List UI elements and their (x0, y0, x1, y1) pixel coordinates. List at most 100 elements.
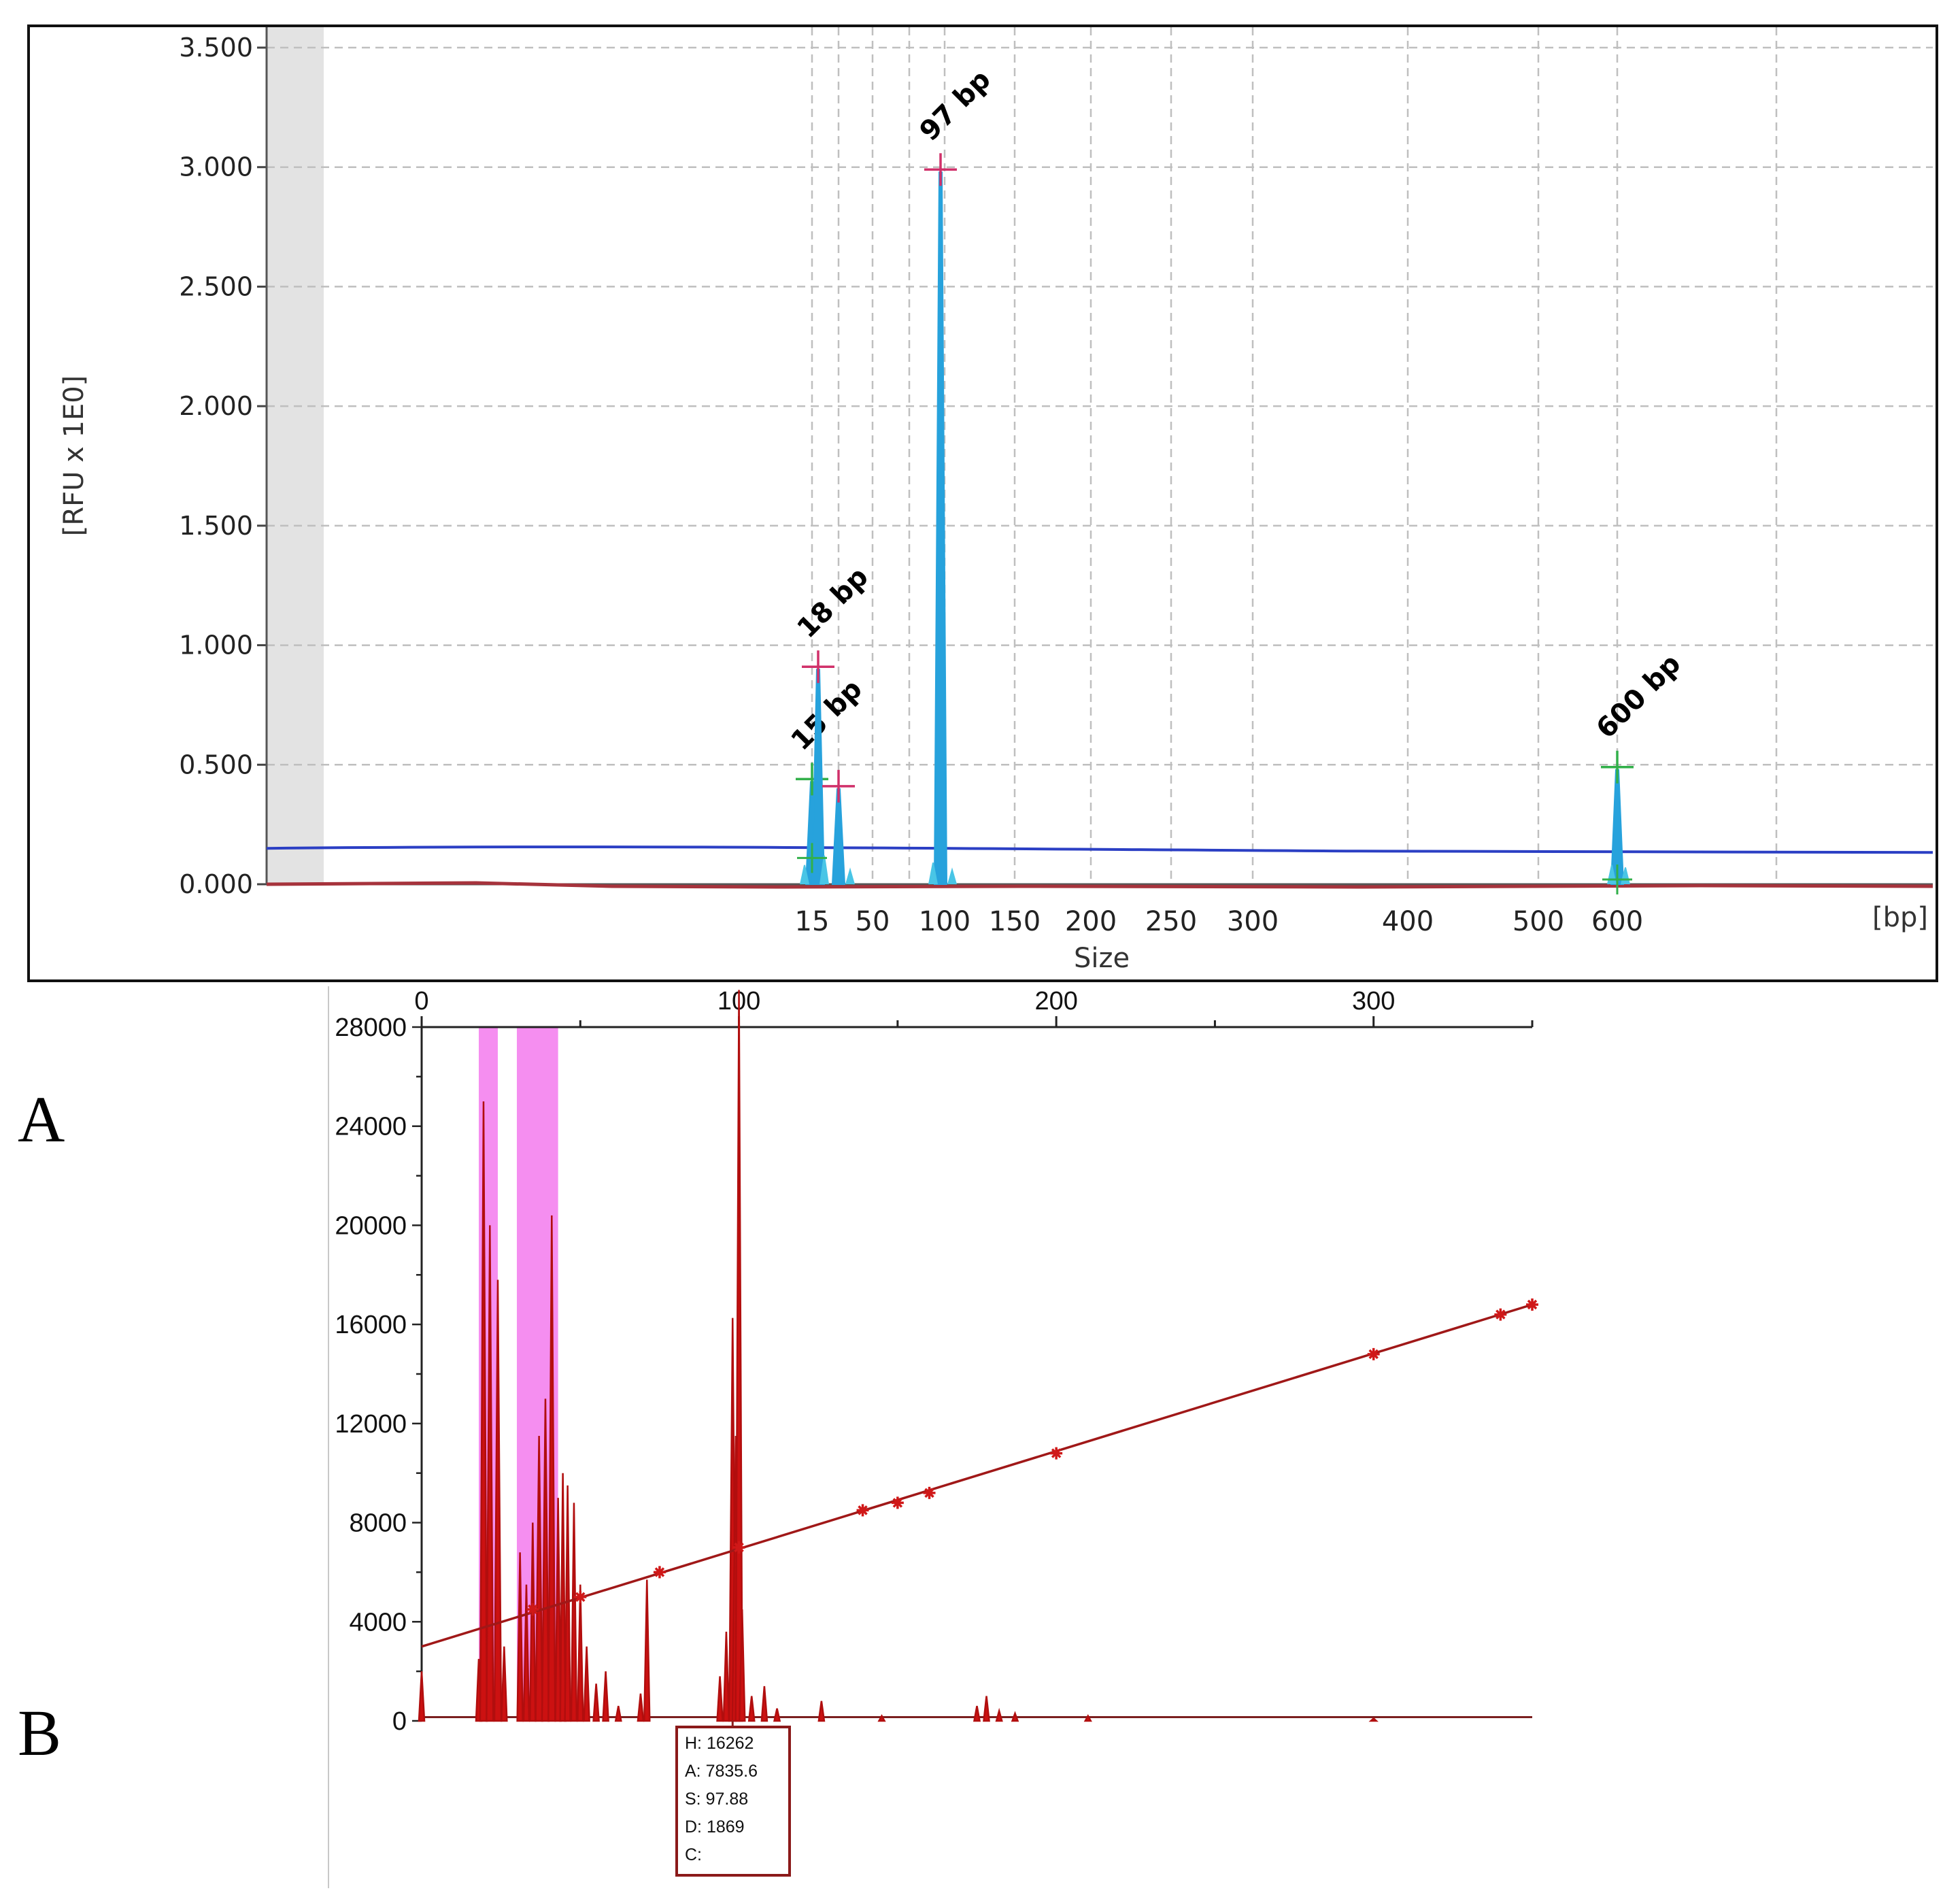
chart-b-peak (493, 1279, 503, 1722)
chart-b-peak (541, 1398, 550, 1722)
chart-b-peak (529, 1522, 537, 1722)
chart-a-xtick-label: 150 (989, 906, 1041, 937)
chart-b-calibration-line (421, 1303, 1533, 1648)
info-area: A: 7835.6 (685, 1762, 758, 1781)
chart-b-calibration-point (574, 1590, 587, 1603)
chart-b-peak (559, 1473, 567, 1722)
chart-b-peak (570, 1503, 578, 1722)
chart-b-peak (614, 1705, 622, 1722)
chart-a-ytick-label: 0.000 (179, 869, 253, 899)
chart-a-ytick-label: 2.000 (179, 391, 253, 421)
chart-b-ytick-label: 24000 (335, 1113, 407, 1141)
chart-b-peak (535, 1436, 543, 1722)
chart-a-ytick-label: 1.500 (179, 511, 253, 541)
chart-b-peak (1011, 1711, 1019, 1722)
chart-b-peak (554, 1498, 562, 1722)
info-comment: C: (685, 1845, 702, 1864)
chart-a-ytick-label: 1.000 (179, 631, 253, 660)
peak-info-box: H: 16262 A: 7835.6 S: 97.88 D: 1869 C: (675, 1726, 791, 1877)
chart-b-peak (637, 1693, 645, 1722)
chart-b-calibration-point (891, 1496, 904, 1509)
chart-b-peak (773, 1708, 781, 1722)
chart-a-xtick-label: 100 (919, 906, 970, 937)
chart-a: 0.000 0.500 1.000 1.500 2.000 2.500 3.000 3.500… (27, 24, 1938, 982)
chart-a-baseline-blue (266, 845, 1933, 854)
chart-a-ytick-label: 3.000 (179, 152, 253, 182)
chart-b-peak (760, 1686, 768, 1722)
chart-b-peak (877, 1714, 886, 1722)
chart-a-peak (933, 171, 948, 885)
chart-b-peak (817, 1700, 826, 1722)
info-height: H: 16262 (685, 1734, 754, 1753)
chart-b-peak (547, 1215, 556, 1722)
chart-a-xtick-label: 50 (856, 906, 890, 937)
info-data-point: D: 1869 (685, 1817, 745, 1837)
chart-b-peak (983, 1696, 990, 1722)
chart-b-calibration-point (856, 1504, 869, 1517)
chart-a-low-marker (1602, 864, 1632, 894)
chart-b-peak (501, 1646, 508, 1722)
chart-a-ytick-label: 0.500 (179, 750, 253, 779)
chart-a-minor-peak (928, 862, 938, 885)
chart-b-peak (479, 1101, 488, 1722)
chart-a-baseline-red (266, 881, 1933, 889)
chart-b-ytick-label: 20000 (335, 1211, 407, 1240)
chart-b-peak (995, 1707, 1003, 1722)
chart-b-calibration-point (923, 1486, 936, 1499)
chart-b-peak (418, 1671, 426, 1722)
chart-b-ytick-label: 16000 (335, 1311, 407, 1339)
chart-b-peak (583, 1646, 590, 1722)
chart-b-peak (592, 1683, 600, 1722)
chart-b-calibration-point (1367, 1347, 1380, 1360)
chart-b-calibration-point (653, 1566, 666, 1579)
chart-b-xtick-label: 0 (414, 987, 428, 1016)
chart-a-peak (831, 788, 846, 885)
chart-b-ytick-label: 8000 (349, 1509, 407, 1538)
chart-b-peak (973, 1705, 981, 1722)
chart-b-peak (602, 1671, 609, 1722)
chart-b-peak (1368, 1717, 1379, 1722)
chart-b-peak (522, 1584, 530, 1722)
chart-b-calibration-point (732, 1541, 745, 1554)
chart-a-peak (1610, 769, 1625, 885)
chart-b-calibration-point (526, 1603, 539, 1616)
chart-a-peak-marker (796, 762, 828, 796)
chart-b-ytick-label: 0 (392, 1707, 407, 1736)
chart-b-peak (722, 1631, 730, 1722)
chart-a-xtick-label: 200 (1065, 906, 1117, 937)
chart-a-xtick-label: 600 (1591, 906, 1643, 937)
chart-b-ytick-label: 12000 (335, 1410, 407, 1439)
chart-a-minor-peak (800, 865, 809, 885)
chart-b-peak (716, 1676, 724, 1722)
chart-b-peak (486, 1225, 494, 1722)
chart-b: 0100200300040008000120001600020000240002… (328, 986, 1538, 1888)
chart-a-xtick-label: 400 (1382, 906, 1434, 937)
chart-b-ytick-label: 4000 (349, 1608, 407, 1637)
chart-b-ytick-label: 28000 (335, 1013, 407, 1042)
chart-a-xtick-label: 250 (1145, 906, 1197, 937)
chart-b-peak (738, 1609, 746, 1722)
chart-a-xtick-label: 300 (1227, 906, 1279, 937)
chart-a-xtick-label: 500 (1513, 906, 1564, 937)
chart-b-xtick-label: 200 (1034, 987, 1077, 1016)
chart-a-minor-peak (845, 867, 855, 885)
chart-a-ytick-label: 2.500 (179, 271, 253, 301)
chart-b-xtick-label: 300 (1352, 987, 1395, 1016)
chart-b-peak (747, 1696, 756, 1722)
chart-a-ytick-label: 3.500 (179, 33, 253, 63)
chart-b-calibration-point (1494, 1308, 1507, 1321)
chart-a-minor-peak (820, 855, 829, 885)
chart-b-calibration-point (1050, 1447, 1063, 1460)
chart-b-peak (577, 1584, 584, 1722)
info-size: S: 97.88 (685, 1790, 749, 1809)
chart-a-shaded-region (267, 27, 324, 884)
chart-a-minor-peak (947, 867, 957, 885)
panel-label-b: B (18, 1696, 62, 1769)
chart-a-x-unit: [bp] (1872, 902, 1928, 933)
panel-label-a: A (18, 1083, 65, 1156)
chart-b-calibration-point (1526, 1298, 1538, 1311)
chart-a-low-marker (797, 843, 827, 873)
chart-b-peak (516, 1552, 524, 1722)
chart-b-peak (1083, 1714, 1092, 1722)
chart-a-peak-marker (822, 769, 855, 803)
